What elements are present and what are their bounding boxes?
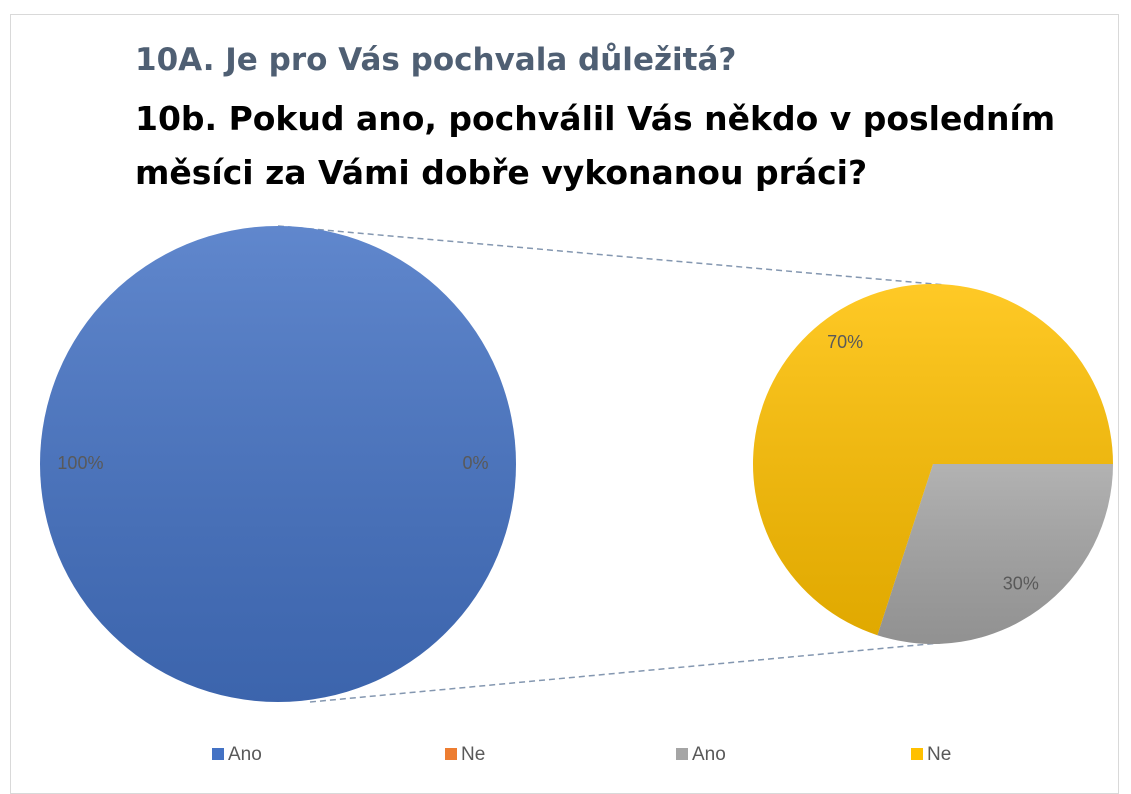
connector-line <box>277 225 946 286</box>
legend-label: Ne <box>461 744 485 765</box>
legend-swatch <box>445 748 457 760</box>
data-label: 0% <box>463 453 489 473</box>
legend-label: Ano <box>692 744 726 765</box>
connector-line <box>309 642 941 703</box>
legend-swatch <box>212 748 224 760</box>
chart-title: 10A. Je pro Vás pochvala důležitá? <box>135 42 737 78</box>
data-label: 100% <box>57 453 103 473</box>
slice-shade <box>877 464 1113 644</box>
legend-swatch <box>676 748 688 760</box>
legend-swatch <box>911 748 923 760</box>
legend-label: Ano <box>228 744 262 765</box>
chart-subtitle: 10b. Pokud ano, pochválil Vás někdo v po… <box>135 99 1056 192</box>
data-label: 70% <box>827 332 863 352</box>
slice-shade <box>753 283 1113 636</box>
slice-shade <box>40 226 516 702</box>
data-label: 30% <box>1003 574 1039 594</box>
legend-label: Ne <box>927 744 951 765</box>
